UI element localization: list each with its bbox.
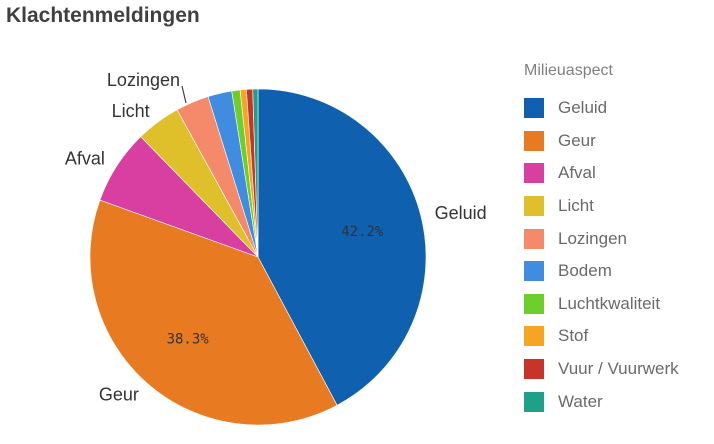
legend-swatch xyxy=(524,293,544,314)
legend-item[interactable]: Geluid xyxy=(524,92,679,125)
pie-slice-water[interactable] xyxy=(252,88,259,258)
legend-title: Milieuaspect xyxy=(524,62,613,79)
legend-label: Licht xyxy=(558,196,594,216)
outer-label: Geur xyxy=(99,385,139,405)
legend-swatch xyxy=(524,163,544,184)
legend-swatch xyxy=(524,261,544,282)
legend-item[interactable]: Bodem xyxy=(524,255,679,288)
legend-label: Vuur / Vuurwerk xyxy=(558,359,679,379)
legend-swatch xyxy=(524,98,544,119)
leader-line xyxy=(181,85,187,104)
legend-label: Geluid xyxy=(558,98,608,118)
legend: Milieuaspect Geluid Geur Afval Licht Lozinge… xyxy=(524,62,679,418)
legend-item[interactable]: Water xyxy=(524,385,679,418)
legend-item[interactable]: Luchtkwaliteit xyxy=(524,288,679,321)
legend-label: Geur xyxy=(558,130,596,150)
outer-label: Licht xyxy=(112,101,150,121)
legend-label: Stof xyxy=(558,326,589,346)
legend-label: Luchtkwaliteit xyxy=(558,293,661,313)
legend-item[interactable]: Licht xyxy=(524,190,679,223)
legend-swatch xyxy=(524,130,544,151)
legend-label: Water xyxy=(558,391,603,411)
data-label: 38.3% xyxy=(167,331,210,347)
legend-item[interactable]: Lozingen xyxy=(524,222,679,255)
legend-label: Lozingen xyxy=(558,228,628,248)
legend-swatch xyxy=(524,326,544,347)
legend-label: Afval xyxy=(558,163,596,183)
pie-slice-geur[interactable] xyxy=(89,199,338,426)
legend-item[interactable]: Stof xyxy=(524,320,679,353)
legend-label: Bodem xyxy=(558,261,612,281)
outer-label: Afval xyxy=(65,149,105,169)
legend-swatch xyxy=(524,228,544,249)
legend-swatch xyxy=(524,196,544,217)
outer-label: Lozingen xyxy=(107,70,180,90)
legend-item[interactable]: Afval xyxy=(524,157,679,190)
pie-slice-geluid[interactable] xyxy=(257,88,427,406)
chart-title: Klachtenmeldingen xyxy=(6,4,200,27)
data-label: 42.2% xyxy=(341,224,384,240)
legend-item[interactable]: Geur xyxy=(524,125,679,158)
legend-item[interactable]: Vuur / Vuurwerk xyxy=(524,353,679,386)
outer-label: Geluid xyxy=(435,203,487,223)
legend-swatch xyxy=(524,391,544,412)
legend-swatch xyxy=(524,359,544,380)
